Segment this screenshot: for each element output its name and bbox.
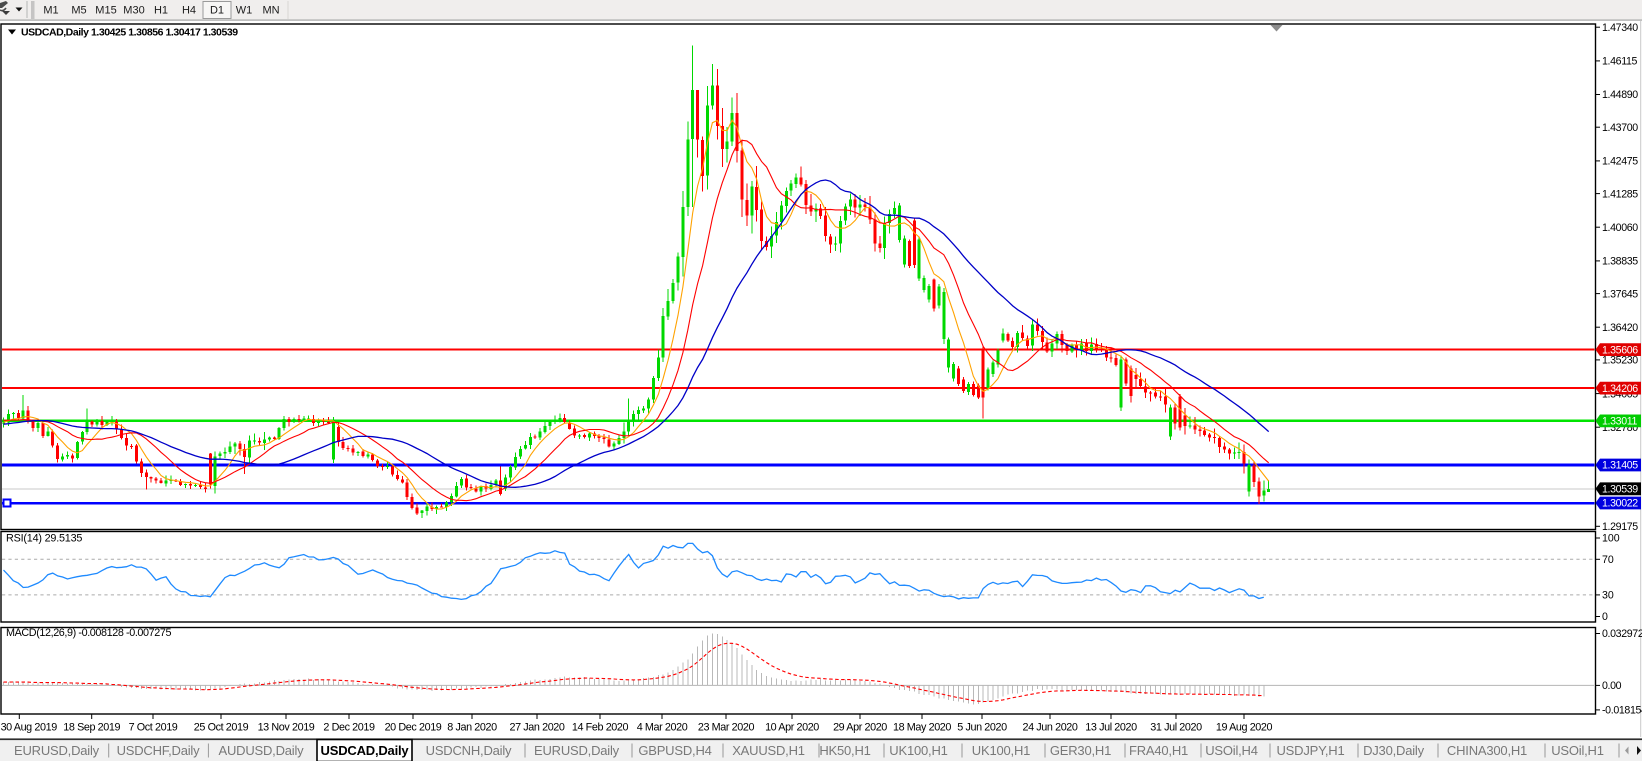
svg-text:27 Jan 2020: 27 Jan 2020 bbox=[509, 722, 564, 734]
svg-text:USOil,H1: USOil,H1 bbox=[1551, 743, 1604, 758]
svg-text:MACD(12,26,9) -0.008128 -0.007: MACD(12,26,9) -0.008128 -0.007275 bbox=[6, 627, 171, 639]
svg-text:24 Jun 2020: 24 Jun 2020 bbox=[1022, 722, 1077, 734]
svg-text:M15: M15 bbox=[95, 5, 116, 17]
svg-text:RSI(14) 29.5135: RSI(14) 29.5135 bbox=[6, 533, 82, 545]
svg-text:USDCAD,Daily 1.30425 1.30856: USDCAD,Daily 1.30425 1.30856 1.30417 1.3… bbox=[21, 27, 238, 39]
svg-text:USDCNH,Daily: USDCNH,Daily bbox=[426, 743, 512, 758]
svg-text:1.31405: 1.31405 bbox=[1602, 460, 1638, 472]
svg-text:GER30,H1: GER30,H1 bbox=[1050, 743, 1111, 758]
svg-text:29 Apr 2020: 29 Apr 2020 bbox=[833, 722, 887, 734]
svg-text:M1: M1 bbox=[43, 5, 58, 17]
svg-text:1.35606: 1.35606 bbox=[1602, 344, 1638, 356]
svg-text:EURUSD,Daily: EURUSD,Daily bbox=[14, 743, 100, 758]
svg-text:USDCHF,Daily: USDCHF,Daily bbox=[117, 743, 201, 758]
svg-text:20 Dec 2019: 20 Dec 2019 bbox=[385, 722, 442, 734]
svg-text:1.47340: 1.47340 bbox=[1602, 22, 1638, 34]
svg-text:1.40060: 1.40060 bbox=[1602, 222, 1638, 234]
svg-text:1.41285: 1.41285 bbox=[1602, 188, 1638, 200]
svg-text:18 May 2020: 18 May 2020 bbox=[893, 722, 951, 734]
svg-text:W1: W1 bbox=[236, 5, 253, 17]
svg-text:19 Aug 2020: 19 Aug 2020 bbox=[1216, 722, 1273, 734]
svg-text:1.37645: 1.37645 bbox=[1602, 288, 1638, 300]
svg-text:D1: D1 bbox=[210, 5, 224, 17]
svg-text:H1: H1 bbox=[154, 5, 168, 17]
svg-text:30 Aug 2019: 30 Aug 2019 bbox=[1, 722, 58, 734]
svg-text:GBPUSD,H4: GBPUSD,H4 bbox=[638, 743, 711, 758]
svg-text:7 Oct 2019: 7 Oct 2019 bbox=[129, 722, 178, 734]
svg-text:CHINA300,H1: CHINA300,H1 bbox=[1447, 743, 1527, 758]
svg-text:M5: M5 bbox=[71, 5, 86, 17]
svg-text:10 Apr 2020: 10 Apr 2020 bbox=[765, 722, 819, 734]
svg-text:-0.018154: -0.018154 bbox=[1602, 705, 1642, 717]
svg-text:8 Jan 2020: 8 Jan 2020 bbox=[447, 722, 497, 734]
svg-text:USOil,H4: USOil,H4 bbox=[1205, 743, 1258, 758]
svg-text:HK50,H1: HK50,H1 bbox=[819, 743, 870, 758]
svg-text:1.30022: 1.30022 bbox=[1602, 498, 1638, 510]
svg-text:100: 100 bbox=[1602, 533, 1620, 545]
svg-text:MN: MN bbox=[262, 5, 279, 17]
svg-text:1.44890: 1.44890 bbox=[1602, 89, 1638, 101]
svg-text:1.35230: 1.35230 bbox=[1602, 355, 1638, 367]
svg-text:23 Mar 2020: 23 Mar 2020 bbox=[698, 722, 755, 734]
svg-text:UK100,H1: UK100,H1 bbox=[972, 743, 1030, 758]
svg-text:1.33011: 1.33011 bbox=[1602, 416, 1638, 428]
svg-text:1.38835: 1.38835 bbox=[1602, 256, 1638, 268]
svg-text:13 Jul 2020: 13 Jul 2020 bbox=[1085, 722, 1137, 734]
svg-text:1.30539: 1.30539 bbox=[1602, 484, 1638, 496]
svg-text:14 Feb 2020: 14 Feb 2020 bbox=[572, 722, 629, 734]
svg-text:2 Dec 2019: 2 Dec 2019 bbox=[323, 722, 375, 734]
svg-text:1.42475: 1.42475 bbox=[1602, 156, 1638, 168]
svg-text:0: 0 bbox=[1602, 611, 1608, 623]
svg-text:18 Sep 2019: 18 Sep 2019 bbox=[63, 722, 120, 734]
svg-text:1.29175: 1.29175 bbox=[1602, 521, 1638, 533]
svg-text:31 Jul 2020: 31 Jul 2020 bbox=[1150, 722, 1202, 734]
svg-text:1.34206: 1.34206 bbox=[1602, 383, 1638, 395]
svg-text:M30: M30 bbox=[123, 5, 144, 17]
svg-text:EURUSD,Daily: EURUSD,Daily bbox=[534, 743, 620, 758]
svg-text:AUDUSD,Daily: AUDUSD,Daily bbox=[218, 743, 304, 758]
svg-text:4 Mar 2020: 4 Mar 2020 bbox=[637, 722, 688, 734]
svg-text:FRA40,H1: FRA40,H1 bbox=[1129, 743, 1188, 758]
svg-text:H4: H4 bbox=[182, 5, 196, 17]
svg-text:0.032972: 0.032972 bbox=[1602, 628, 1642, 640]
svg-text:USDCAD,Daily: USDCAD,Daily bbox=[321, 743, 410, 758]
svg-text:13 Nov 2019: 13 Nov 2019 bbox=[258, 722, 315, 734]
svg-text:5 Jun 2020: 5 Jun 2020 bbox=[957, 722, 1007, 734]
svg-text:UK100,H1: UK100,H1 bbox=[889, 743, 947, 758]
svg-text:XAUUSD,H1: XAUUSD,H1 bbox=[732, 743, 805, 758]
svg-text:25 Oct 2019: 25 Oct 2019 bbox=[194, 722, 249, 734]
svg-text:30: 30 bbox=[1602, 590, 1614, 602]
svg-text:70: 70 bbox=[1602, 554, 1614, 566]
svg-text:DJ30,Daily: DJ30,Daily bbox=[1363, 743, 1425, 758]
svg-text:1.36420: 1.36420 bbox=[1602, 322, 1638, 334]
svg-text:0.00: 0.00 bbox=[1602, 680, 1622, 692]
svg-text:1.46115: 1.46115 bbox=[1602, 56, 1638, 68]
svg-text:USDJPY,H1: USDJPY,H1 bbox=[1276, 743, 1344, 758]
svg-text:1.43700: 1.43700 bbox=[1602, 122, 1638, 134]
